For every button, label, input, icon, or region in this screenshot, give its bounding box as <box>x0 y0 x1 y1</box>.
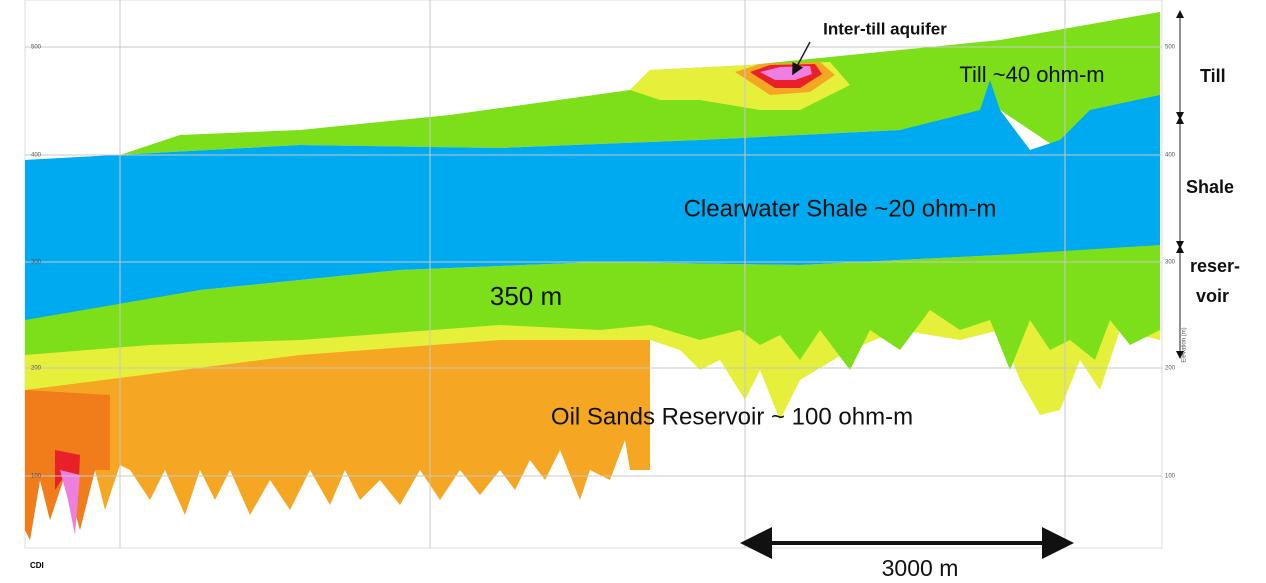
shale-annotation: Clearwater Shale ~20 ohm-m <box>684 195 997 222</box>
layer-label: Till <box>1200 66 1226 86</box>
section-figure: 500 400 300 200 100 500 400 300 200 100 … <box>0 0 1266 583</box>
layer-label: voir <box>1196 286 1229 306</box>
tick-label: 500 <box>1165 45 1176 51</box>
tick-label: 100 <box>1165 474 1176 480</box>
tick-label: 300 <box>1165 260 1176 266</box>
section-label: CDI <box>30 561 44 570</box>
tick-label: 300 <box>31 260 42 266</box>
layer-label: reser- <box>1190 256 1240 276</box>
tick-label: 100 <box>31 474 42 480</box>
tick-label: 400 <box>31 153 42 159</box>
thickness-annotation: 350 m <box>490 281 562 311</box>
layer-label: Shale <box>1186 177 1234 197</box>
aquifer-label: Inter-till aquifer <box>823 19 947 38</box>
reservoir-annotation: Oil Sands Reservoir ~ 100 ohm-m <box>551 403 913 430</box>
tick-label: 400 <box>1165 153 1176 159</box>
tick-label: 200 <box>1165 366 1176 372</box>
tick-label: 200 <box>31 366 42 372</box>
till-annotation: Till ~40 ohm-m <box>959 62 1104 87</box>
axis-label: Elevation (m) <box>1182 327 1188 362</box>
scale-bar-label: 3000 m <box>882 555 959 581</box>
tick-label: 500 <box>31 45 42 51</box>
right-ticks: 500 400 300 200 100 <box>1165 45 1176 480</box>
reservoir-pink <box>60 470 80 535</box>
